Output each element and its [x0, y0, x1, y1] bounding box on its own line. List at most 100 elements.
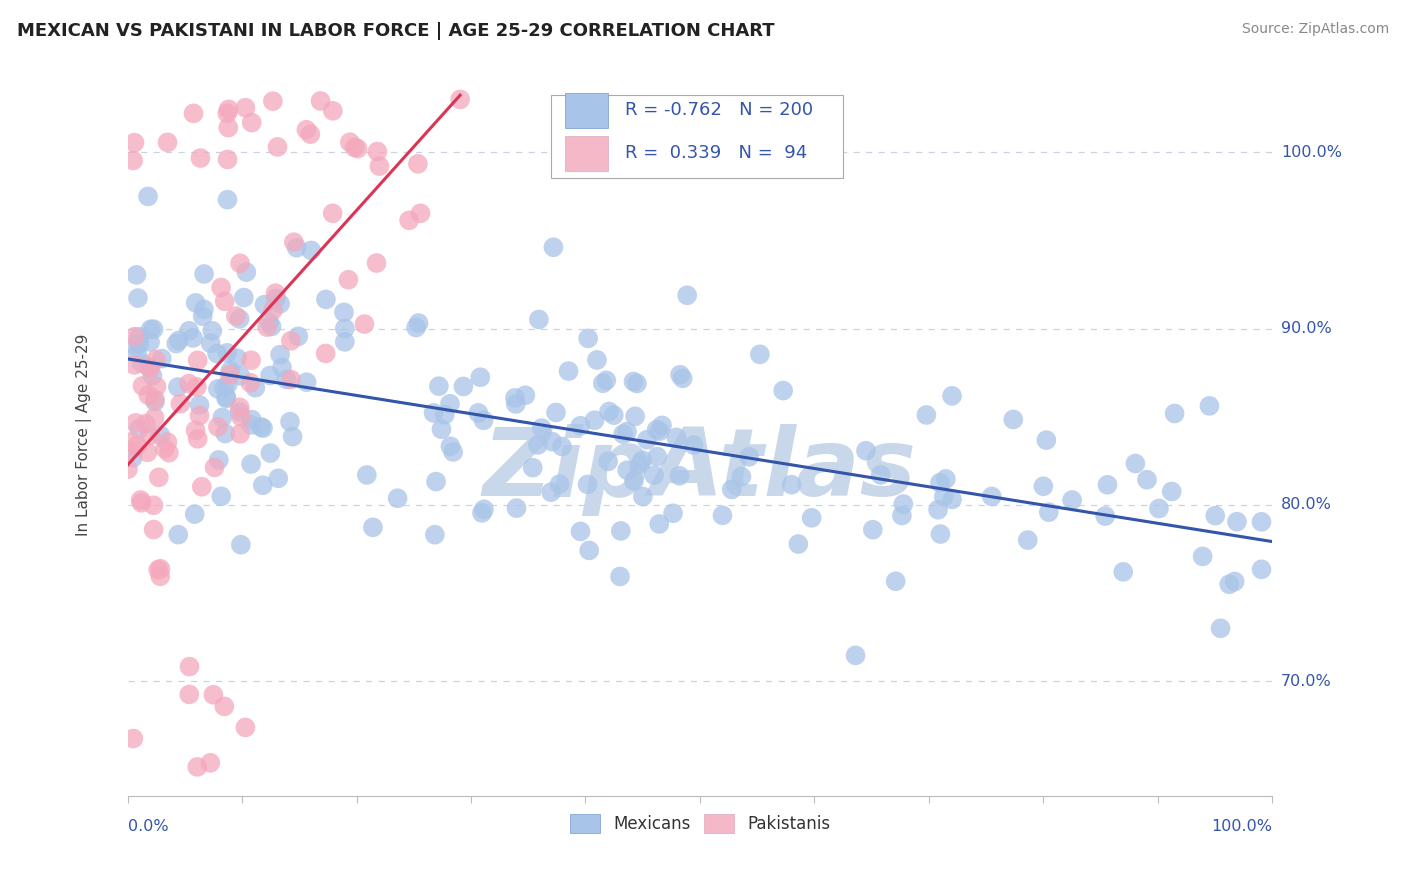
Point: [190, 151, 212, 165]
Point: [1062, 493, 1084, 508]
Point: [179, 659, 201, 673]
Point: [915, 408, 938, 422]
Point: [229, 426, 252, 441]
Point: [117, 462, 139, 476]
Point: [136, 445, 159, 459]
Point: [1038, 505, 1060, 519]
Point: [145, 352, 167, 367]
Point: [122, 153, 145, 168]
Point: [240, 353, 263, 368]
Point: [280, 372, 302, 386]
Point: [333, 305, 356, 319]
Point: [578, 543, 600, 558]
Point: [266, 140, 288, 154]
Point: [1112, 565, 1135, 579]
Point: [1163, 407, 1185, 421]
Point: [269, 348, 291, 362]
Point: [1002, 412, 1025, 426]
Point: [253, 297, 276, 311]
Point: [576, 331, 599, 345]
Point: [682, 438, 704, 452]
Point: [259, 446, 281, 460]
Point: [1204, 508, 1226, 523]
Point: [1250, 562, 1272, 576]
Point: [211, 410, 233, 425]
Point: [1191, 549, 1213, 564]
Point: [636, 433, 658, 447]
Point: [472, 502, 495, 516]
Point: [295, 122, 318, 136]
Point: [439, 397, 461, 411]
Point: [595, 373, 617, 387]
Point: [262, 94, 284, 108]
Point: [256, 320, 278, 334]
Point: [187, 432, 209, 446]
Point: [231, 409, 253, 424]
Point: [651, 418, 673, 433]
Point: [143, 394, 166, 409]
Point: [845, 648, 868, 663]
Text: R = -0.762   N = 200: R = -0.762 N = 200: [626, 101, 814, 120]
Point: [188, 409, 211, 423]
Point: [730, 469, 752, 483]
Point: [648, 516, 671, 531]
Point: [239, 417, 262, 432]
Point: [800, 511, 823, 525]
Point: [209, 489, 232, 503]
Point: [662, 506, 685, 520]
Point: [669, 368, 692, 382]
Point: [186, 380, 208, 394]
Point: [322, 103, 344, 118]
Point: [1147, 501, 1170, 516]
Point: [676, 288, 699, 302]
Point: [149, 562, 172, 576]
Point: [543, 240, 565, 254]
Point: [453, 379, 475, 393]
Point: [214, 699, 236, 714]
Point: [128, 329, 150, 343]
Point: [648, 424, 671, 438]
Point: [557, 364, 579, 378]
Point: [177, 376, 200, 391]
Point: [128, 336, 150, 351]
Point: [1017, 533, 1039, 547]
Point: [149, 569, 172, 583]
Point: [941, 492, 963, 507]
Point: [252, 421, 274, 435]
Point: [541, 434, 564, 449]
FancyBboxPatch shape: [551, 95, 844, 178]
Point: [167, 334, 190, 348]
Point: [353, 317, 375, 331]
Point: [139, 361, 162, 376]
Point: [128, 422, 150, 436]
Point: [124, 358, 146, 372]
Point: [131, 496, 153, 510]
Text: 0.0%: 0.0%: [128, 819, 169, 834]
Point: [143, 410, 166, 425]
Point: [264, 286, 287, 301]
Point: [583, 413, 606, 427]
Legend: Mexicans, Pakistanis: Mexicans, Pakistanis: [562, 807, 837, 839]
Point: [398, 213, 420, 227]
Point: [1094, 509, 1116, 524]
Point: [643, 468, 665, 483]
Point: [150, 351, 173, 366]
Point: [215, 392, 238, 406]
FancyBboxPatch shape: [565, 93, 609, 128]
Point: [139, 322, 162, 336]
Point: [156, 136, 179, 150]
Point: [366, 256, 388, 270]
Point: [1125, 457, 1147, 471]
Point: [127, 439, 149, 453]
Point: [356, 467, 378, 482]
Point: [276, 372, 298, 386]
Point: [616, 463, 638, 477]
Point: [368, 159, 391, 173]
Point: [214, 294, 236, 309]
Point: [125, 416, 148, 430]
Point: [245, 381, 267, 395]
Point: [217, 153, 239, 167]
Point: [548, 477, 571, 491]
Point: [467, 406, 489, 420]
Point: [544, 405, 567, 419]
